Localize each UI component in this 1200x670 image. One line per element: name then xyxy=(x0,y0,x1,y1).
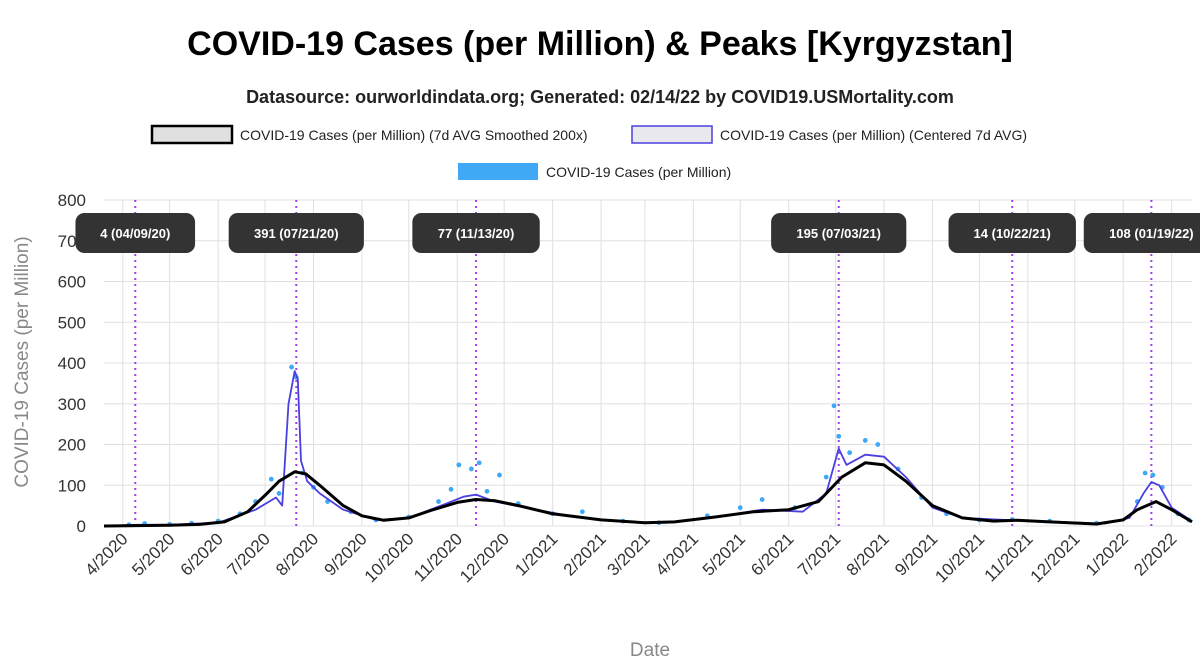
legend-swatch-centered xyxy=(631,125,713,144)
x-tick-label: 10/2020 xyxy=(361,529,418,586)
y-tick-label: 600 xyxy=(58,273,86,292)
daily-case-point xyxy=(823,474,829,480)
x-tick-label: 12/2020 xyxy=(456,529,513,586)
daily-case-point xyxy=(862,438,868,443)
centered-line-layer xyxy=(103,370,1193,527)
daily-case-point xyxy=(448,486,454,492)
y-tick-label: 400 xyxy=(58,354,86,373)
smoothed-7d-avg-line xyxy=(103,461,1193,528)
x-tick-label: 10/2021 xyxy=(931,529,988,586)
x-tick-label: 1/2022 xyxy=(1082,529,1132,579)
daily-case-point xyxy=(1150,472,1156,478)
daily-case-point xyxy=(476,460,482,466)
legend-label-centered: COVID-19 Cases (per Million) (Centered 7… xyxy=(720,127,1027,143)
daily-case-point xyxy=(289,364,294,370)
peak-label-text: 391 (07/21/20) xyxy=(254,226,339,241)
y-axis-title: COVID-19 Cases (per Million) xyxy=(12,236,33,487)
y-tick-label: 800 xyxy=(58,191,86,210)
x-tick-label: 8/2020 xyxy=(272,529,322,579)
x-tick-label: 6/2021 xyxy=(747,529,797,579)
x-tick-label: 2/2021 xyxy=(560,529,610,579)
x-tick-label: 3/2021 xyxy=(603,529,653,579)
x-tick-label: 1/2021 xyxy=(511,529,561,579)
x-tick-label: 12/2021 xyxy=(1027,529,1084,586)
daily-case-point xyxy=(484,488,490,494)
legend-swatch-daily xyxy=(458,163,538,180)
smoothed-line-layer xyxy=(103,461,1193,528)
peak-label-box xyxy=(1083,213,1200,253)
peak-label-box xyxy=(771,213,907,253)
y-tick-label: 300 xyxy=(58,395,86,414)
daily-case-point xyxy=(497,472,502,478)
chart-subtitle: Datasource: ourworldindata.org; Generate… xyxy=(246,87,954,107)
daily-case-point xyxy=(847,450,853,456)
peak-label-text: 195 (07/03/21) xyxy=(796,226,881,241)
x-tick-label: 4/2020 xyxy=(81,529,131,579)
x-tick-label: 11/2021 xyxy=(981,529,1037,585)
daily-case-point xyxy=(268,476,274,482)
peak-label-box xyxy=(412,213,540,253)
x-tick-label: 11/2020 xyxy=(410,529,466,585)
peak-label-box xyxy=(948,213,1076,253)
y-tick-label: 0 xyxy=(77,517,86,536)
daily-case-point xyxy=(456,462,462,468)
x-tick-label: 5/2021 xyxy=(699,529,749,579)
x-tick-label: 7/2021 xyxy=(794,529,844,579)
peak-label-text: 14 (10/22/21) xyxy=(974,226,1051,241)
daily-case-point xyxy=(875,442,881,447)
peak-label-box xyxy=(75,213,196,253)
legend: COVID-19 Cases (per Million) (7d AVG Smo… xyxy=(150,124,1027,180)
daily-case-point xyxy=(759,497,765,502)
daily-case-point xyxy=(836,433,842,439)
daily-case-point xyxy=(436,499,441,504)
x-axis-title: Date xyxy=(630,640,670,661)
centered-7d-avg-line xyxy=(103,370,1193,527)
x-tick-label: 5/2020 xyxy=(128,529,178,579)
peak-label-layer: 4 (04/09/20) 391 (07/21/20) 77 (11/13/20) 1… xyxy=(75,213,1200,253)
y-tick-label: 100 xyxy=(58,476,86,495)
x-tick-label: 7/2020 xyxy=(224,529,274,579)
daily-case-point xyxy=(276,491,282,496)
legend-swatch-smoothed xyxy=(150,124,234,145)
daily-case-point xyxy=(737,505,743,511)
y-tick-label: 200 xyxy=(58,436,86,455)
legend-label-smoothed: COVID-19 Cases (per Million) (7d AVG Smo… xyxy=(240,127,588,143)
peak-label-box xyxy=(228,213,364,253)
x-tick-layer: 4/20205/20206/20207/20208/20209/202010/2… xyxy=(81,529,1180,586)
peak-label-text: 108 (01/19/22) xyxy=(1109,226,1194,241)
daily-case-point xyxy=(468,466,474,472)
peak-label-text: 77 (11/13/20) xyxy=(438,226,515,241)
x-tick-label: 8/2021 xyxy=(843,529,893,579)
grid-layer xyxy=(104,199,1192,527)
x-tick-label: 6/2020 xyxy=(177,529,227,579)
daily-case-point xyxy=(831,403,837,409)
daily-case-point xyxy=(579,509,585,515)
x-tick-label: 2/2022 xyxy=(1130,529,1180,579)
y-tick-label: 500 xyxy=(58,313,86,332)
peak-label-text: 4 (04/09/20) xyxy=(100,226,170,241)
x-tick-label: 4/2021 xyxy=(652,529,702,579)
chart-title: COVID-19 Cases (per Million) & Peaks [Ky… xyxy=(187,25,1013,63)
daily-case-point xyxy=(1142,470,1148,476)
legend-label-daily: COVID-19 Cases (per Million) xyxy=(546,164,731,180)
